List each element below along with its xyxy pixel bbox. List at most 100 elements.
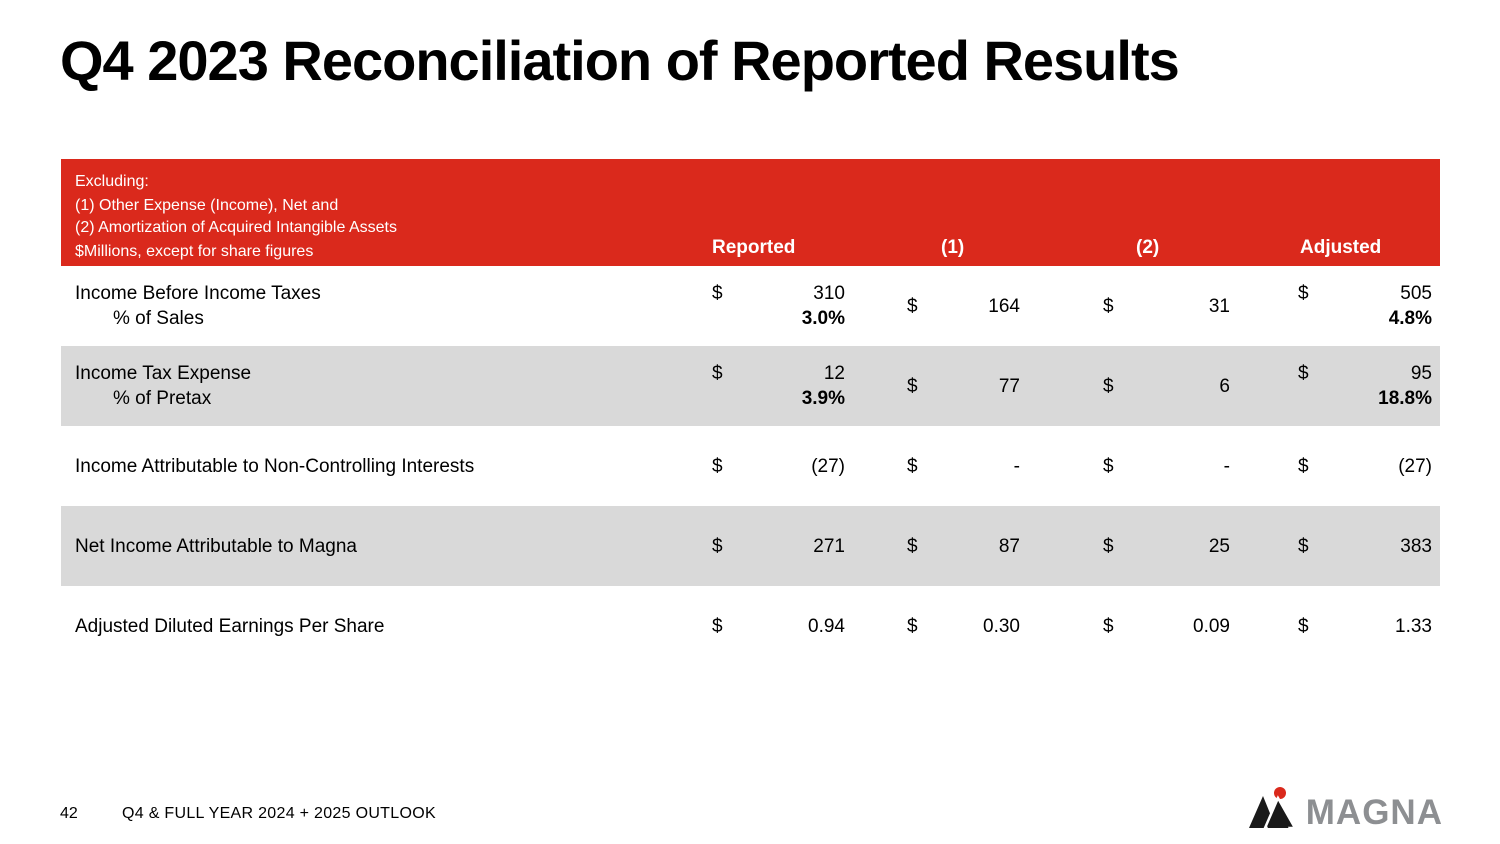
currency-symbol: $ (712, 535, 723, 557)
table-row: Adjusted Diluted Earnings Per Share $0.94… (61, 586, 1440, 666)
currency-symbol: $ (1103, 535, 1114, 557)
amount-value: - (1013, 455, 1020, 477)
currency-symbol: $ (1103, 375, 1114, 397)
value-cell: $164 (907, 294, 1103, 319)
row-label-cell: Income Before Income Taxes % of Sales (61, 281, 712, 331)
value-cell: $1.33 (1298, 614, 1440, 639)
note-footnote-2: (2) Amortization of Acquired Intangible … (75, 219, 397, 236)
value-cell: $310 3.0% (712, 281, 907, 331)
note-excluding: Excluding: (75, 173, 149, 190)
amount-value: 310 (813, 283, 845, 304)
column-header-1: (1) (941, 237, 965, 258)
row-label: Net Income Attributable to Magna (75, 535, 357, 557)
magna-mark-icon (1248, 787, 1297, 828)
column-header-reported: Reported (712, 237, 796, 258)
row-label-cell: Adjusted Diluted Earnings Per Share (61, 614, 712, 639)
currency-symbol: $ (1103, 455, 1114, 477)
value-cell: $ (27) (712, 454, 907, 479)
currency-symbol: $ (1298, 455, 1309, 477)
magna-wordmark: MAGNA (1305, 793, 1443, 833)
currency-symbol: $ (907, 295, 918, 317)
value-cell: $383 (1298, 534, 1440, 559)
amount-value: 1.33 (1395, 615, 1432, 637)
value-cell: $87 (907, 534, 1103, 559)
currency-symbol: $ (907, 375, 918, 397)
amount-value: 0.09 (1193, 615, 1230, 637)
amount-value: 271 (813, 535, 845, 557)
currency-symbol: $ (712, 455, 723, 477)
percent-value: 3.9% (801, 388, 845, 409)
row-label: Income Before Income Taxes (75, 283, 321, 304)
column-headers: Reported (1) (2) Adjusted (61, 238, 1440, 258)
amount-value: 383 (1400, 535, 1432, 557)
row-sublabel: % of Sales (113, 308, 204, 329)
value-cell: $77 (907, 374, 1103, 399)
value-cell: $0.30 (907, 614, 1103, 639)
currency-symbol: $ (712, 283, 723, 304)
amount-value: 95 (1410, 363, 1432, 384)
value-cell: $0.94 (712, 614, 907, 639)
amount-value: (27) (1398, 455, 1432, 477)
amount-value: 25 (1208, 535, 1230, 557)
amount-value: 31 (1208, 295, 1230, 317)
amount-value: 6 (1219, 375, 1230, 397)
column-header-spacer (61, 238, 712, 258)
currency-symbol: $ (1298, 283, 1309, 304)
percent-value: 3.0% (801, 308, 845, 329)
amount-value: 77 (998, 375, 1020, 397)
column-header-adjusted: Adjusted (1300, 237, 1382, 258)
value-cell: $0.09 (1103, 614, 1298, 639)
note-footnote-1: (1) Other Expense (Income), Net and (75, 197, 339, 214)
currency-symbol: $ (712, 615, 723, 637)
amount-value: 87 (998, 535, 1020, 557)
row-label-cell: Income Tax Expense % of Pretax (61, 361, 712, 411)
value-cell: $25 (1103, 534, 1298, 559)
currency-symbol: $ (1103, 615, 1114, 637)
value-cell: $ (27) (1298, 454, 1440, 479)
amount-value: 164 (988, 295, 1020, 317)
value-cell: $95 18.8% (1298, 361, 1440, 411)
row-label: Income Tax Expense (75, 363, 252, 384)
value-cell: $12 3.9% (712, 361, 907, 411)
magna-logo: MAGNA (1248, 786, 1443, 833)
currency-symbol: $ (1298, 615, 1309, 637)
row-label-cell: Income Attributable to Non-Controlling I… (61, 454, 712, 479)
row-sublabel: % of Pretax (113, 388, 212, 409)
column-header-2: (2) (1136, 237, 1160, 258)
currency-symbol: $ (1298, 535, 1309, 557)
table-row: Income Attributable to Non-Controlling I… (61, 426, 1440, 506)
table-row: Income Before Income Taxes % of Sales $310… (61, 266, 1440, 346)
table-header-band: Excluding: (1) Other Expense (Income), N… (61, 159, 1440, 266)
currency-symbol: $ (907, 615, 918, 637)
amount-value: - (1223, 455, 1230, 477)
value-cell: $271 (712, 534, 907, 559)
table-row: Income Tax Expense% of Pretax $12 3.9% $77 $… (61, 346, 1440, 426)
value-cell: $ - (1103, 454, 1298, 479)
amount-value: 505 (1400, 283, 1432, 304)
table-header-notes: Excluding: (1) Other Expense (Income), N… (75, 171, 397, 263)
page-title: Q4 2023 Reconciliation of Reported Resul… (60, 29, 1180, 92)
amount-value: 0.30 (983, 615, 1020, 637)
currency-symbol: $ (907, 535, 918, 557)
value-cell: $ - (907, 454, 1103, 479)
table-row: Net Income Attributable to Magna $271 $87 $… (61, 506, 1440, 586)
currency-symbol: $ (907, 455, 918, 477)
currency-symbol: $ (1103, 295, 1114, 317)
percent-value: 4.8% (1388, 308, 1432, 329)
row-label-cell: Net Income Attributable to Magna (61, 534, 712, 559)
currency-symbol: $ (1298, 363, 1309, 384)
row-label: Income Attributable to Non-Controlling I… (75, 455, 475, 477)
amount-value: (27) (811, 455, 845, 477)
percent-value: 18.8% (1378, 388, 1432, 409)
amount-value: 0.94 (808, 615, 845, 637)
reconciliation-table: Income Before Income Taxes% of Sales $310… (61, 266, 1440, 666)
amount-value: 12 (823, 363, 845, 384)
note-units: $Millions, except for share figures (75, 243, 314, 260)
footer-title: Q4 & FULL YEAR 2024 + 2025 OUTLOOK (122, 805, 436, 822)
value-cell: $31 (1103, 294, 1298, 319)
value-cell: $6 (1103, 374, 1298, 399)
value-cell: $505 4.8% (1298, 281, 1440, 331)
page-number: 42 (60, 805, 78, 822)
row-label: Adjusted Diluted Earnings Per Share (75, 615, 385, 637)
currency-symbol: $ (712, 363, 723, 384)
